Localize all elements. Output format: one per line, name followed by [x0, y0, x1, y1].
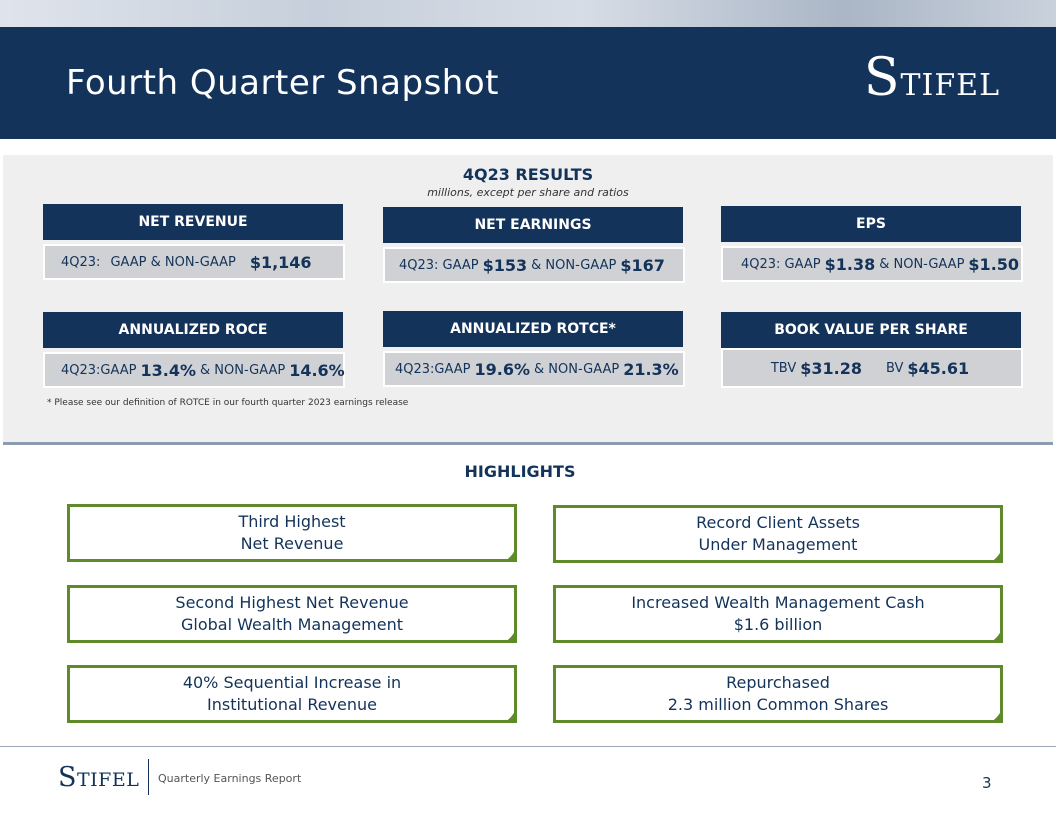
highlights-title: HIGHLIGHTS	[464, 462, 576, 481]
page-curl-icon	[501, 707, 517, 723]
footer-text: Quarterly Earnings Report	[158, 772, 302, 785]
roce-header: ANNUALIZED ROCE	[43, 312, 343, 348]
highlight-line: Increased Wealth Management Cash	[631, 593, 925, 612]
eps-header: EPS	[721, 206, 1021, 242]
highlight-line: 40% Sequential Increase in	[182, 673, 402, 692]
highlight-line: Net Revenue	[240, 534, 344, 553]
roce-value: 4Q23:GAAP 13.4% & NON-GAAP 14.6%	[43, 352, 345, 388]
rotce-value: 4Q23:GAAP 19.6% & NON-GAAP 21.3%	[383, 351, 685, 387]
page-curl-icon	[987, 707, 1003, 723]
net-earnings-value: 4Q23: GAAP $153 & NON-GAAP $167	[383, 247, 685, 283]
results-panel	[3, 155, 1053, 442]
highlight-box: Repurchased 2.3 million Common Shares	[553, 665, 1003, 723]
sky-banner	[0, 0, 1056, 27]
highlight-line: Record Client Assets	[696, 513, 860, 532]
page-curl-icon	[987, 627, 1003, 643]
net-earnings-header: NET EARNINGS	[383, 207, 683, 243]
highlight-box: Increased Wealth Management Cash $1.6 bi…	[553, 585, 1003, 643]
page-number: 3	[982, 774, 992, 792]
page-curl-icon	[501, 546, 517, 562]
page-curl-icon	[987, 547, 1003, 563]
highlight-line: 2.3 million Common Shares	[667, 695, 889, 714]
footer-logo: STIFEL	[58, 762, 140, 793]
highlight-box: Record Client Assets Under Management	[553, 505, 1003, 563]
highlight-box: Third Highest Net Revenue	[67, 504, 517, 562]
results-title: 4Q23 RESULTS	[462, 165, 594, 184]
highlight-line: $1.6 billion	[733, 615, 823, 634]
stifel-logo: STIFEL	[863, 48, 1000, 108]
footer-divider	[0, 746, 1056, 747]
rotce-header: ANNUALIZED ROTCE*	[383, 311, 683, 347]
results-divider	[3, 442, 1053, 445]
highlight-box: 40% Sequential Increase in Institutional…	[67, 665, 517, 723]
highlight-box: Second Highest Net Revenue Global Wealth…	[67, 585, 517, 643]
book-value-value: TBV $31.28 BV $45.61	[721, 348, 1023, 388]
highlight-line: Repurchased	[726, 673, 830, 692]
highlight-line: Institutional Revenue	[207, 695, 377, 714]
highlight-line: Global Wealth Management	[181, 615, 403, 634]
highlight-line: Second Highest Net Revenue	[175, 593, 409, 612]
eps-value: 4Q23: GAAP $1.38 & NON-GAAP $1.50	[721, 246, 1023, 282]
rotce-footnote: * Please see our definition of ROTCE in …	[47, 398, 409, 408]
page-curl-icon	[501, 627, 517, 643]
results-subtitle: millions, except per share and ratios	[427, 186, 629, 199]
header-bar	[0, 27, 1056, 139]
book-value-header: BOOK VALUE PER SHARE	[721, 312, 1021, 348]
net-revenue-value: 4Q23: GAAP & NON-GAAP $1,146	[43, 244, 345, 280]
net-revenue-header: NET REVENUE	[43, 204, 343, 240]
slide-title: Fourth Quarter Snapshot	[66, 63, 499, 103]
footer-separator	[148, 759, 149, 795]
highlight-line: Under Management	[698, 535, 858, 554]
highlight-line: Third Highest	[238, 512, 346, 531]
